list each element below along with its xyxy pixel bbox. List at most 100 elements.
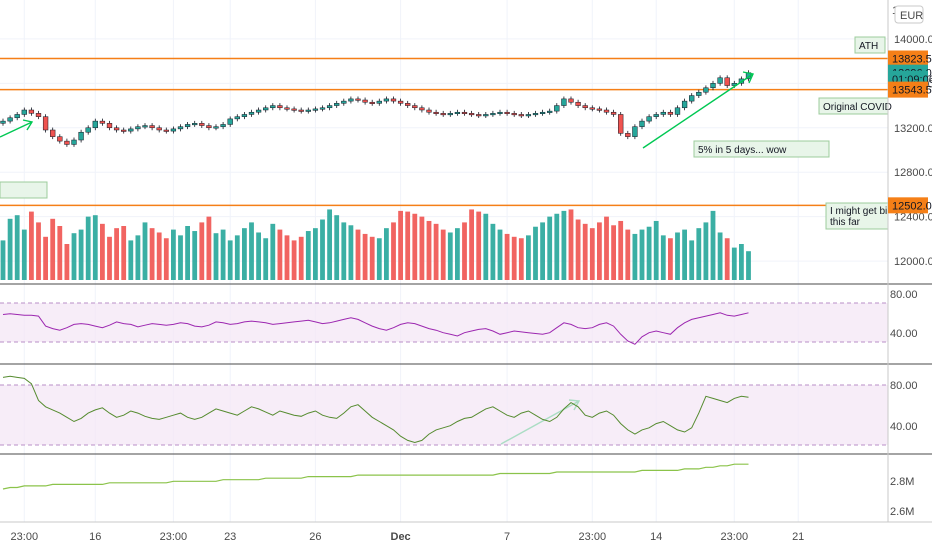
volume-bar: [171, 229, 176, 280]
candle-body: [568, 98, 574, 103]
candle-body: [504, 111, 510, 114]
candle-body: [50, 129, 56, 137]
volume-bar: [731, 247, 737, 280]
volume-bar: [206, 216, 212, 280]
volume-bar: [462, 222, 467, 280]
candle-body: [433, 111, 439, 114]
volume-bar: [575, 219, 581, 280]
candle-body: [241, 114, 248, 117]
volume-bar: [447, 232, 453, 280]
annotation-might-line1: I might get bi: [830, 206, 887, 217]
candle-body: [199, 123, 205, 126]
volume-bar: [426, 220, 432, 280]
volume-bar: [362, 233, 368, 280]
price-tag: [888, 50, 928, 67]
candle-body: [525, 114, 532, 117]
candle-body: [696, 91, 702, 96]
candle-body: [42, 116, 49, 131]
candle-body: [135, 126, 141, 130]
volume-bar: [355, 229, 361, 280]
annotation-wow[interactable]: 5% in 5 days... wow: [693, 140, 830, 158]
annotation-might[interactable]: I might get bi this far: [825, 202, 889, 230]
candle-body: [589, 107, 595, 110]
candle-body: [376, 100, 382, 104]
volume-bar: [682, 229, 687, 280]
candle-body: [724, 77, 730, 86]
candle-body: [497, 111, 503, 114]
volume-bar: [163, 238, 169, 280]
volume-bar: [511, 236, 517, 280]
volume-bar: [455, 228, 460, 280]
candle-body: [142, 125, 148, 128]
rsi-axis-40: 40.00: [890, 328, 918, 340]
currency-badge[interactable]: EUR: [894, 5, 924, 24]
annotation-covid[interactable]: Original COVID: [818, 97, 892, 115]
volume-bar: [227, 240, 233, 280]
candle-body: [220, 124, 226, 127]
candle-body: [681, 100, 688, 109]
candle-body: [397, 100, 404, 104]
obv-line: [2, 463, 749, 490]
volume-bar: [305, 231, 311, 280]
volume-bar: [412, 213, 418, 280]
volume-bar: [746, 251, 751, 280]
candle-body: [78, 131, 84, 141]
candle-body: [561, 98, 567, 106]
time-axis[interactable]: 23:00 16 23:00 23 26 Dec 7 23:00 14 23:00 21: [11, 531, 805, 543]
volume-bar: [348, 225, 354, 280]
candle-body: [121, 129, 127, 132]
annotation-wow-text: 5% in 5 days... wow: [698, 145, 787, 156]
price-tag: [888, 197, 928, 214]
volume-bar: [341, 222, 347, 280]
volume-bar: [114, 228, 119, 280]
candle-body: [263, 107, 269, 111]
candle-body: [213, 126, 219, 129]
candle-body: [248, 111, 255, 115]
volume-bar: [334, 215, 340, 280]
candle-body: [468, 113, 475, 116]
volume-bar: [405, 211, 411, 280]
time-axis-label: 23: [224, 531, 236, 543]
volume-bar: [220, 229, 226, 280]
candle-body: [298, 109, 304, 112]
candle-body: [326, 105, 333, 109]
annotation-empty[interactable]: [0, 181, 48, 199]
volume-bar: [135, 235, 141, 280]
candle-body: [703, 87, 709, 93]
volume-bar: [78, 229, 84, 280]
volume-bar: [504, 233, 510, 280]
time-axis-label: 16: [89, 531, 101, 543]
annotation-might-line2: this far: [830, 217, 861, 228]
volume-bar: [50, 218, 56, 280]
volume-bar: [618, 220, 624, 280]
time-axis-label: 23:00: [160, 531, 188, 543]
candle-body: [341, 100, 347, 104]
trend-arrow-rally[interactable]: [642, 73, 754, 149]
candle-body: [483, 114, 489, 117]
candle-body: [447, 113, 453, 116]
price-axis-tick: 12000.0: [894, 256, 932, 268]
volume-bar: [589, 228, 595, 280]
annotation-ath[interactable]: ATH: [854, 36, 886, 54]
volume-bar: [639, 229, 645, 280]
volume-bar: [185, 226, 190, 280]
volume-bar: [554, 213, 560, 280]
volume-bar: [582, 223, 588, 280]
candle-body: [14, 114, 20, 119]
volume-bar: [178, 235, 183, 280]
candle-body: [270, 105, 276, 109]
volume-bar: [739, 244, 744, 280]
candle-body: [255, 109, 262, 113]
volume-bar: [313, 228, 318, 280]
candle-body: [319, 107, 326, 110]
volume-bar: [376, 238, 382, 280]
time-axis-label: 26: [309, 531, 321, 543]
currency-label: EUR: [900, 10, 923, 22]
candle-body: [305, 109, 311, 112]
candle-body: [206, 125, 212, 129]
volume-bar: [142, 222, 148, 280]
time-axis-label: 7: [504, 531, 510, 543]
trend-arrow-left[interactable]: [0, 121, 33, 138]
